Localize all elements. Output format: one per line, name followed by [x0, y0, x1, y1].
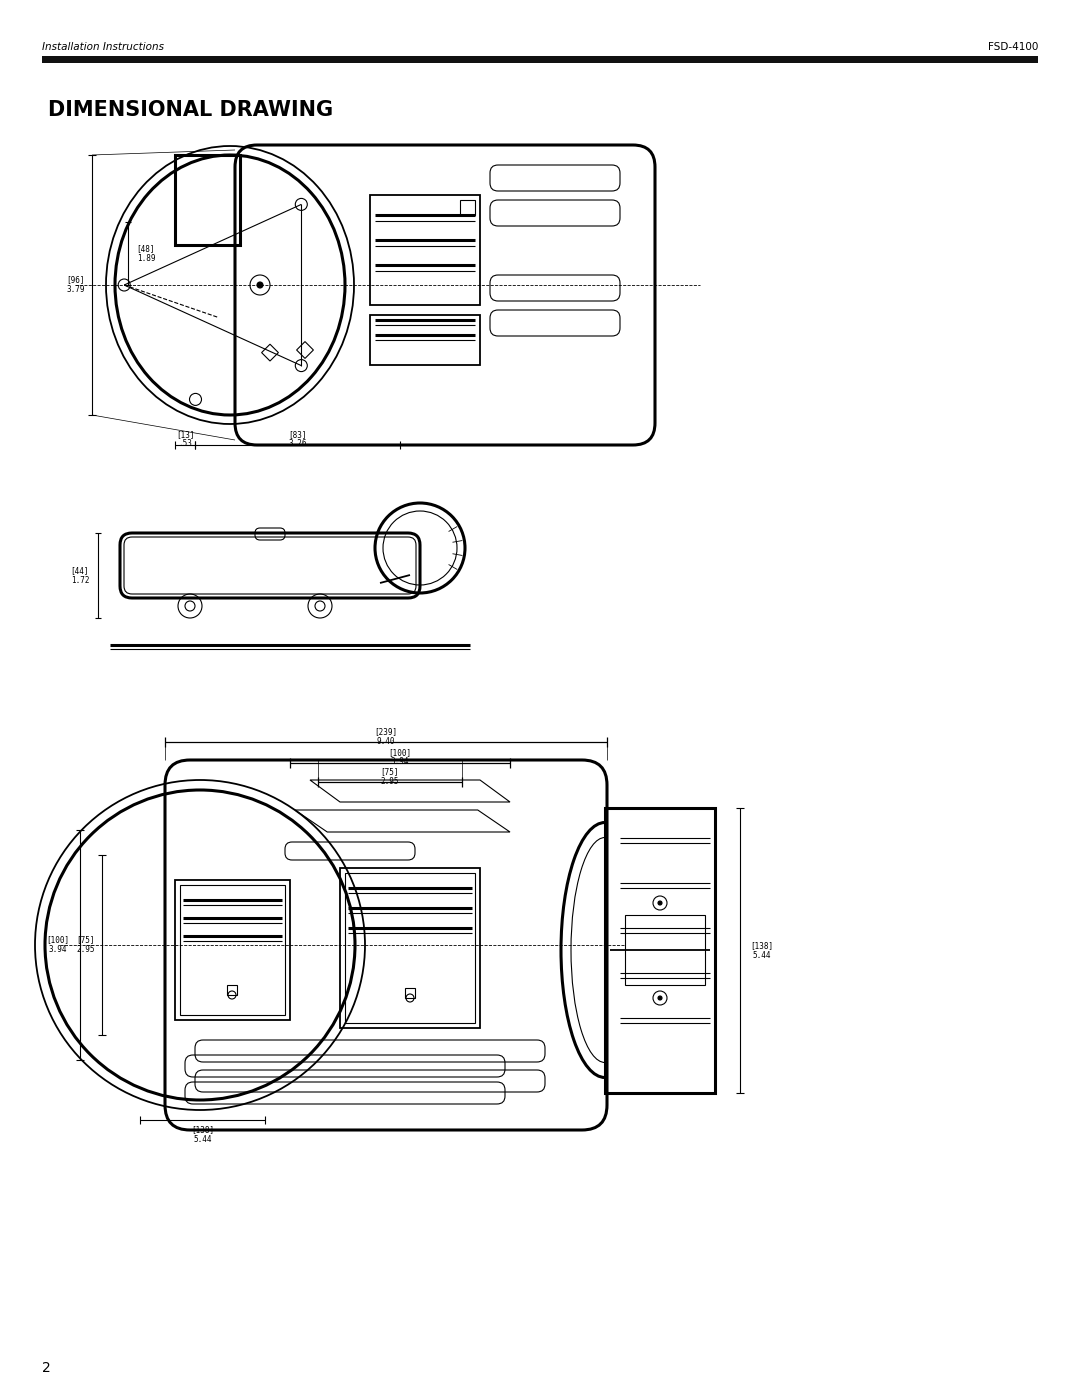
- Text: 5.44: 5.44: [753, 951, 771, 960]
- Text: 1.72: 1.72: [71, 576, 90, 585]
- Text: [239]: [239]: [375, 728, 397, 736]
- Bar: [370, 196, 480, 305]
- Bar: [405, 988, 415, 997]
- Bar: [340, 868, 480, 1028]
- Bar: [605, 807, 715, 1092]
- Bar: [460, 200, 475, 215]
- Text: 2.95: 2.95: [77, 946, 95, 954]
- Text: 1.89: 1.89: [137, 254, 156, 263]
- Text: [75]: [75]: [77, 936, 95, 944]
- Text: 3.79: 3.79: [67, 285, 85, 295]
- Text: [13]: [13]: [176, 430, 194, 440]
- Bar: [227, 985, 237, 995]
- Text: 2.95: 2.95: [381, 777, 400, 785]
- Text: 9.40: 9.40: [377, 736, 395, 746]
- Text: [44]: [44]: [71, 566, 90, 576]
- Text: [138]: [138]: [751, 942, 773, 950]
- Text: 3.94: 3.94: [49, 946, 67, 954]
- Circle shape: [257, 282, 264, 288]
- Text: [138]: [138]: [191, 1126, 214, 1134]
- Bar: [370, 314, 480, 365]
- Bar: [175, 155, 240, 244]
- Text: .53: .53: [178, 440, 192, 448]
- Text: Installation Instructions: Installation Instructions: [42, 42, 164, 52]
- Text: [83]: [83]: [288, 430, 307, 440]
- Text: [96]: [96]: [67, 275, 85, 285]
- Text: DIMENSIONAL DRAWING: DIMENSIONAL DRAWING: [48, 101, 333, 120]
- Circle shape: [658, 901, 662, 905]
- Text: 5.44: 5.44: [193, 1134, 212, 1144]
- Text: [75]: [75]: [381, 767, 400, 777]
- Bar: [42, 56, 1038, 63]
- Text: [100]: [100]: [389, 749, 411, 757]
- Bar: [345, 873, 475, 1023]
- Text: FSD-4100: FSD-4100: [987, 42, 1038, 52]
- Bar: [625, 915, 705, 985]
- Bar: [175, 880, 291, 1020]
- Text: 2: 2: [42, 1361, 51, 1375]
- Text: 3.94: 3.94: [391, 757, 409, 767]
- Text: [48]: [48]: [137, 244, 156, 253]
- Text: 3.26: 3.26: [288, 440, 307, 448]
- Circle shape: [658, 996, 662, 1000]
- Bar: [180, 886, 285, 1016]
- Text: [100]: [100]: [46, 936, 69, 944]
